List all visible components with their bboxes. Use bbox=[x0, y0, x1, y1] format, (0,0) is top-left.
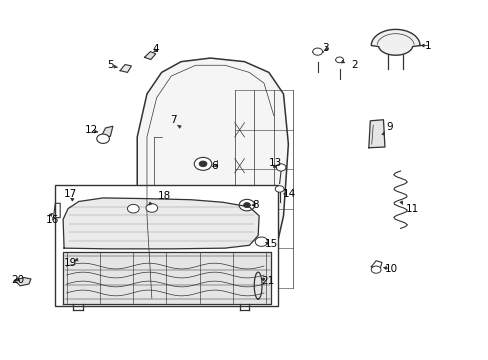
Text: 14: 14 bbox=[282, 189, 295, 199]
Text: 18: 18 bbox=[158, 191, 171, 201]
Text: 13: 13 bbox=[268, 158, 282, 168]
Circle shape bbox=[127, 204, 139, 213]
Text: 2: 2 bbox=[350, 60, 357, 70]
Text: 16: 16 bbox=[45, 215, 59, 225]
Polygon shape bbox=[120, 64, 131, 72]
Text: 3: 3 bbox=[322, 43, 328, 53]
Text: 6: 6 bbox=[211, 161, 218, 171]
Circle shape bbox=[239, 199, 254, 211]
Text: 7: 7 bbox=[170, 115, 177, 125]
Bar bbox=[55, 185, 277, 306]
Text: 4: 4 bbox=[153, 44, 159, 54]
Circle shape bbox=[370, 266, 380, 273]
Text: 5: 5 bbox=[107, 60, 113, 70]
Circle shape bbox=[335, 57, 343, 63]
Text: 9: 9 bbox=[385, 122, 392, 132]
Circle shape bbox=[194, 157, 211, 170]
Polygon shape bbox=[101, 126, 113, 138]
Text: 15: 15 bbox=[264, 239, 278, 249]
Polygon shape bbox=[144, 51, 156, 59]
Text: 8: 8 bbox=[251, 200, 258, 210]
Text: 10: 10 bbox=[384, 264, 397, 274]
Text: 17: 17 bbox=[64, 189, 77, 199]
Polygon shape bbox=[14, 278, 31, 286]
Circle shape bbox=[243, 203, 250, 208]
Polygon shape bbox=[368, 120, 384, 148]
Polygon shape bbox=[63, 252, 271, 304]
Circle shape bbox=[275, 186, 284, 192]
Circle shape bbox=[255, 237, 267, 246]
Text: 20: 20 bbox=[11, 275, 24, 285]
Text: 21: 21 bbox=[261, 276, 274, 286]
Circle shape bbox=[199, 161, 206, 167]
Text: 1: 1 bbox=[424, 41, 430, 50]
Circle shape bbox=[312, 48, 322, 55]
Text: 19: 19 bbox=[64, 258, 77, 268]
Circle shape bbox=[146, 204, 158, 212]
Circle shape bbox=[276, 164, 285, 171]
Text: 11: 11 bbox=[405, 204, 418, 215]
Polygon shape bbox=[137, 58, 288, 306]
Circle shape bbox=[97, 134, 109, 143]
Polygon shape bbox=[370, 30, 419, 55]
Polygon shape bbox=[63, 198, 259, 249]
Text: 12: 12 bbox=[84, 125, 98, 135]
